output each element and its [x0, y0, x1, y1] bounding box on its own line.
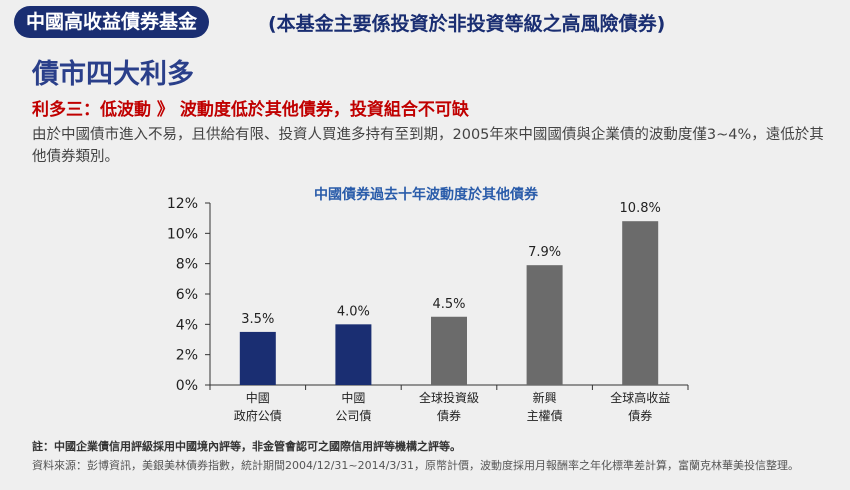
section-title: 債市四大利多: [32, 59, 194, 90]
bar-value-label: 3.5%: [241, 312, 274, 327]
x-category-label: 債券: [628, 408, 652, 423]
footnote: 註：中國企業債信用評級採用中國境內評等，非金管會認可之國際信用評等機構之評等。: [32, 440, 461, 453]
x-category-label: 公司債: [335, 408, 371, 423]
bar: [239, 331, 276, 385]
risk-disclaimer: (本基金主要係投資於非投資等級之高風險債券): [268, 13, 666, 35]
y-tick-label: 12%: [167, 196, 198, 212]
bar: [526, 265, 563, 385]
y-tick-label: 2%: [176, 348, 198, 364]
bar-value-label: 10.8%: [620, 201, 661, 216]
x-category-label: 中國: [341, 390, 365, 405]
x-category-label: 政府公債: [234, 408, 282, 423]
fund-name-badge: 中國高收益債券基金: [14, 6, 210, 38]
bar-value-label: 4.0%: [337, 304, 370, 319]
y-tick-label: 8%: [176, 257, 198, 273]
x-category-label: 全球高收益: [610, 390, 670, 405]
x-category-label: 主權債: [527, 408, 563, 423]
bar: [431, 316, 467, 385]
x-category-label: 中國: [246, 390, 270, 405]
y-tick-label: 4%: [176, 317, 198, 333]
body-paragraph: 由於中國債市進入不易，且供給有限、投資人買進多持有至到期，2005年來中國國債與…: [32, 127, 824, 165]
bar-value-label: 7.9%: [528, 245, 561, 260]
y-tick-label: 6%: [176, 287, 198, 303]
highlight-headline: 利多三：低波動 》 波動度低於其他債券，投資組合不可缺: [32, 100, 469, 120]
bar-value-label: 4.5%: [432, 297, 465, 312]
x-category-label: 全球投資級: [419, 390, 479, 405]
chart-title: 中國債券過去十年波動度於其他債券: [314, 187, 538, 203]
y-tick-label: 0%: [176, 378, 198, 394]
x-category-label: 新興: [533, 390, 557, 405]
y-tick-label: 10%: [167, 226, 198, 242]
chart-title-row: 中國債券過去十年波動度於其他債券: [0, 184, 850, 204]
bar: [335, 324, 372, 385]
bar: [622, 221, 659, 385]
x-category-label: 債券: [437, 408, 461, 423]
data-source: 資料來源：彭博資訊，美銀美林債券指數，統計期間2004/12/31~2014/3…: [32, 459, 800, 472]
